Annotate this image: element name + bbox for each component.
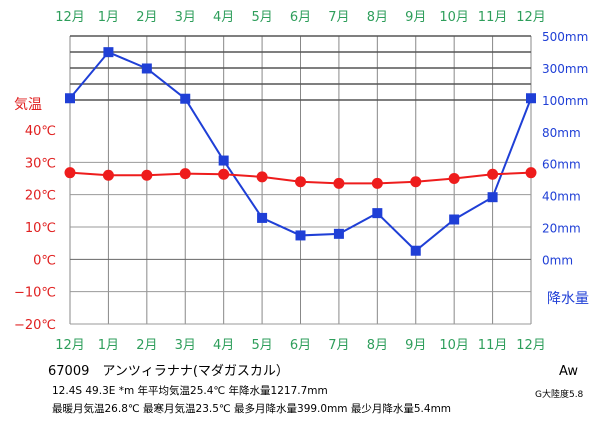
temperature-series [64,167,537,189]
bottom-month-label: 6月 [290,338,311,353]
bottom-month-label: 2月 [136,338,157,353]
precipitation-point [449,214,460,225]
precipitation-series [65,47,536,256]
bottom-month-label: 9月 [405,338,426,353]
bottom-month-label: 12月 [516,338,546,353]
precipitation-point [141,63,152,74]
temperature-tick-label: 20℃ [25,189,56,204]
precipitation-point [295,230,306,241]
temperature-point [256,171,268,183]
precipitation-point [103,47,114,58]
temperature-tick-label: 40℃ [25,124,56,139]
temperature-point [410,176,422,188]
temperature-point [448,173,460,184]
precipitation-tick-label: 300mm [542,62,588,76]
precipitation-point [372,208,383,219]
precipitation-point [526,93,536,104]
bottom-month-label: 8月 [367,338,388,353]
temperature-point [64,167,76,179]
bottom-month-label: 5月 [251,338,272,353]
temperature-point [487,168,499,180]
temperature-point [179,168,191,180]
top-month-axis: 12月 1月 2月 3月 4月 5月 6月 7月 8月 9月 10月 11月 12月 [55,10,546,25]
precipitation-point [218,155,229,166]
precipitation-tick-label: 80mm [542,126,581,140]
precipitation-axis: 500mm 300mm 100mm 80mm 60mm 40mm 20mm 0mm [542,30,588,267]
precipitation-tick-label: 100mm [542,94,588,108]
precipitation-tick-label: 60mm [542,158,581,172]
bottom-month-label: 4月 [213,338,234,353]
precipitation-axis-title: 降水量 [547,291,589,307]
temperature-axis-title: 気温 [14,97,42,113]
temperature-point [141,169,153,181]
bottom-month-label: 7月 [328,338,349,353]
top-month-label: 1月 [98,10,119,25]
precipitation-point [257,212,268,223]
top-month-label: 8月 [367,10,388,25]
temperature-point [371,177,383,189]
temperature-tick-label: 0℃ [33,253,56,268]
bottom-month-label: 3月 [175,338,196,353]
temperature-tick-label: −10℃ [14,286,56,301]
precipitation-tick-label: 40mm [542,190,581,204]
precipitation-tick-label: 500mm [542,30,588,44]
temperature-axis: 40℃ 30℃ 20℃ 10℃ 0℃ −10℃ −20℃ [14,124,56,333]
temperature-point [333,177,345,189]
precipitation-point [333,228,344,239]
temperature-point [218,168,230,180]
top-month-label: 12月 [55,10,85,25]
top-month-label: 2月 [136,10,157,25]
temperature-point [295,176,306,188]
top-month-label: 7月 [328,10,349,25]
temperature-tick-label: −20℃ [14,318,56,333]
precipitation-point [180,93,191,104]
temperature-point [102,169,114,181]
top-month-label: 12月 [516,10,546,25]
precipitation-point [410,245,421,256]
bottom-month-axis: 12月 1月 2月 3月 4月 5月 6月 7月 8月 9月 10月 11月 12月 [55,338,546,353]
top-month-label: 3月 [175,10,196,25]
temperature-tick-label: 30℃ [25,156,56,171]
bottom-month-label: 1月 [98,338,119,353]
bottom-month-label: 12月 [55,338,85,353]
top-month-label: 10月 [439,10,469,25]
precipitation-tick-label: 20mm [542,221,581,235]
bottom-month-label: 10月 [439,338,469,353]
temperature-point [525,167,537,179]
chart-grid [69,35,532,325]
temperature-tick-label: 10℃ [25,221,56,236]
precipitation-point [487,192,498,203]
top-month-label: 6月 [290,10,311,25]
top-month-label: 11月 [478,10,508,25]
top-month-label: 4月 [213,10,234,25]
top-month-label: 5月 [251,10,272,25]
bottom-month-label: 11月 [478,338,508,353]
precipitation-tick-label: 0mm [542,253,573,267]
precipitation-point [65,93,75,104]
top-month-label: 9月 [405,10,426,25]
